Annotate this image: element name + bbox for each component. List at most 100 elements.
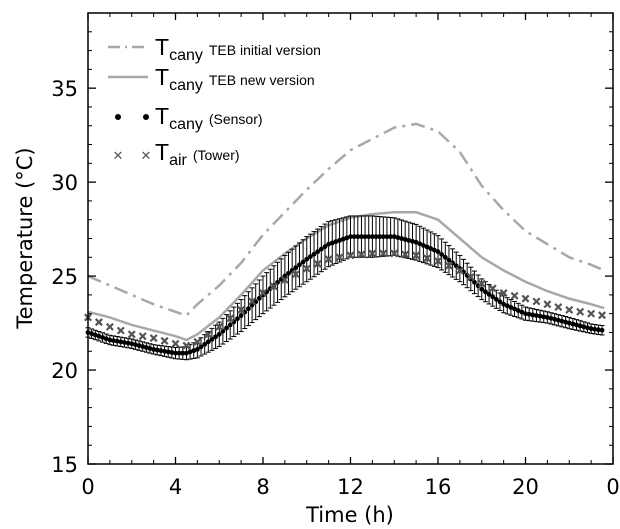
- sensor-point: [348, 234, 353, 240]
- sensor-point: [439, 252, 445, 257]
- sensor-point: [202, 341, 208, 347]
- sensor-point: [118, 339, 124, 345]
- tower-point-stroke: [532, 297, 541, 306]
- sensor-point: [369, 234, 375, 240]
- sensor-point: [541, 314, 547, 320]
- sensor-point: [293, 265, 299, 271]
- tower-point: [477, 279, 486, 288]
- sensor-point: [402, 237, 408, 242]
- sensor-point: [577, 323, 583, 329]
- tower-point-stroke: [291, 270, 300, 279]
- sensor-point: [96, 333, 102, 339]
- series-layer: [84, 122, 607, 361]
- tower-point: [226, 314, 235, 323]
- x-tick-label: 0: [81, 475, 94, 499]
- legend-entry-tower: Tair (Tower): [155, 139, 240, 169]
- sensor-point: [537, 313, 543, 319]
- sensor-point: [162, 348, 167, 354]
- sensor-point: [424, 244, 430, 250]
- sensor-point: [103, 336, 109, 342]
- sensor-point: [337, 237, 342, 243]
- tower-point-stroke: [346, 251, 355, 260]
- tower-point: [346, 251, 355, 260]
- sensor-point: [544, 315, 550, 320]
- sensor-point: [227, 322, 233, 328]
- x-tick-label: 20: [512, 475, 539, 499]
- legend-entry-sensor: Tcany (Sensor): [155, 103, 263, 133]
- sensor-point: [224, 325, 229, 331]
- tower-point: [237, 305, 246, 314]
- sensor-point: [373, 234, 379, 240]
- tower-point: [215, 322, 224, 331]
- tower-point: [379, 249, 388, 258]
- sensor-point: [125, 340, 131, 346]
- sensor-point: [574, 322, 579, 328]
- sensor-point: [132, 342, 138, 348]
- tower-point: [521, 294, 530, 303]
- sensor-point: [158, 348, 164, 354]
- sensor-point: [246, 306, 251, 312]
- sensor-point: [235, 316, 240, 322]
- tower-point-stroke: [160, 336, 169, 345]
- tower-point-stroke: [434, 257, 442, 266]
- tower-point: [149, 334, 158, 343]
- tower-point: [248, 297, 257, 306]
- sensor-point: [136, 343, 142, 349]
- sensor-point: [526, 311, 532, 317]
- sensor-point: [351, 234, 357, 240]
- tower-point-stroke: [423, 254, 432, 263]
- sensor-point: [216, 331, 222, 337]
- tower-point: [368, 249, 377, 258]
- sensor-point: [165, 349, 171, 355]
- sensor-point: [307, 254, 313, 260]
- tower-point-stroke: [390, 249, 399, 258]
- sensor-point: [391, 234, 397, 240]
- tower-point-stroke: [543, 300, 552, 309]
- tower-point-stroke: [412, 251, 421, 260]
- tower-point-stroke: [565, 305, 574, 314]
- sensor-point: [362, 234, 368, 240]
- sensor-point: [515, 308, 521, 313]
- tower-point: [444, 261, 453, 270]
- sensor-point: [205, 339, 211, 345]
- x-tick-label: 12: [337, 475, 364, 499]
- tower-point-stroke: [116, 326, 125, 335]
- sensor-point: [431, 247, 437, 253]
- tower-point: [401, 250, 410, 259]
- y-tick-label: 35: [51, 77, 78, 101]
- sensor-point: [297, 262, 302, 268]
- tower-point-stroke: [357, 250, 366, 259]
- sensor-point: [504, 303, 510, 309]
- tower-point-stroke: [313, 259, 322, 268]
- tower-point: [554, 303, 563, 312]
- sensor-point: [300, 259, 306, 265]
- sensor-point: [388, 234, 394, 240]
- sensor-point: [366, 234, 372, 240]
- sensor-point: [114, 338, 120, 344]
- sensor-point: [446, 257, 452, 263]
- tower-point-stroke: [401, 250, 410, 259]
- tower-point-stroke: [477, 279, 486, 288]
- tower-point: [499, 289, 508, 297]
- tower-point: [324, 255, 333, 264]
- tower-point: [105, 322, 114, 331]
- tower-point-stroke: [127, 330, 136, 339]
- tower-point: [182, 341, 191, 350]
- tower-point-stroke: [171, 339, 180, 348]
- sensor-point: [519, 309, 525, 315]
- sensor-point: [395, 235, 401, 240]
- sensor-point: [140, 344, 146, 349]
- x-tick-label: 8: [256, 475, 269, 499]
- tower-point-stroke: [149, 334, 158, 343]
- y-tick-label: 25: [51, 265, 78, 289]
- sensor-point: [340, 236, 346, 242]
- tower-point-stroke: [466, 273, 475, 282]
- legend-entry-initial: Tcany TEB initial version: [155, 34, 321, 64]
- legend-marker-sensor-2: [143, 114, 149, 120]
- tower-point: [587, 309, 596, 318]
- tower-point-stroke: [215, 322, 224, 331]
- tower-point-stroke: [379, 249, 388, 258]
- tower-point: [313, 259, 322, 268]
- tower-point: [434, 257, 442, 266]
- sensor-point: [493, 296, 499, 302]
